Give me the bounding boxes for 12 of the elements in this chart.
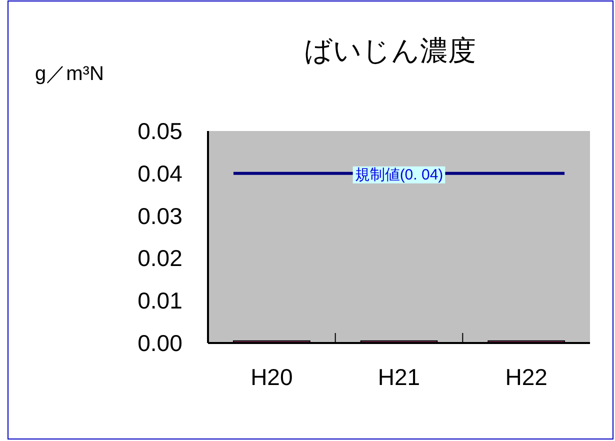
y-tick-label: 0.05 [138,118,182,144]
y-tick-label: 0.04 [138,160,183,186]
y-tick-label: 0.01 [138,288,182,314]
chart-title: ばいじん濃度 [304,35,476,66]
x-tick-label: H21 [378,364,420,390]
x-tick-label: H20 [250,364,293,390]
y-tick-label: 0.00 [138,330,182,356]
y-axis-title: g／m³N [35,63,104,85]
y-tick-label: 0.02 [138,245,182,272]
x-tick-label: H22 [505,364,548,390]
y-tick-label: 0.03 [138,202,182,229]
ref-line-label: 規制値(0. 04) [354,166,444,184]
